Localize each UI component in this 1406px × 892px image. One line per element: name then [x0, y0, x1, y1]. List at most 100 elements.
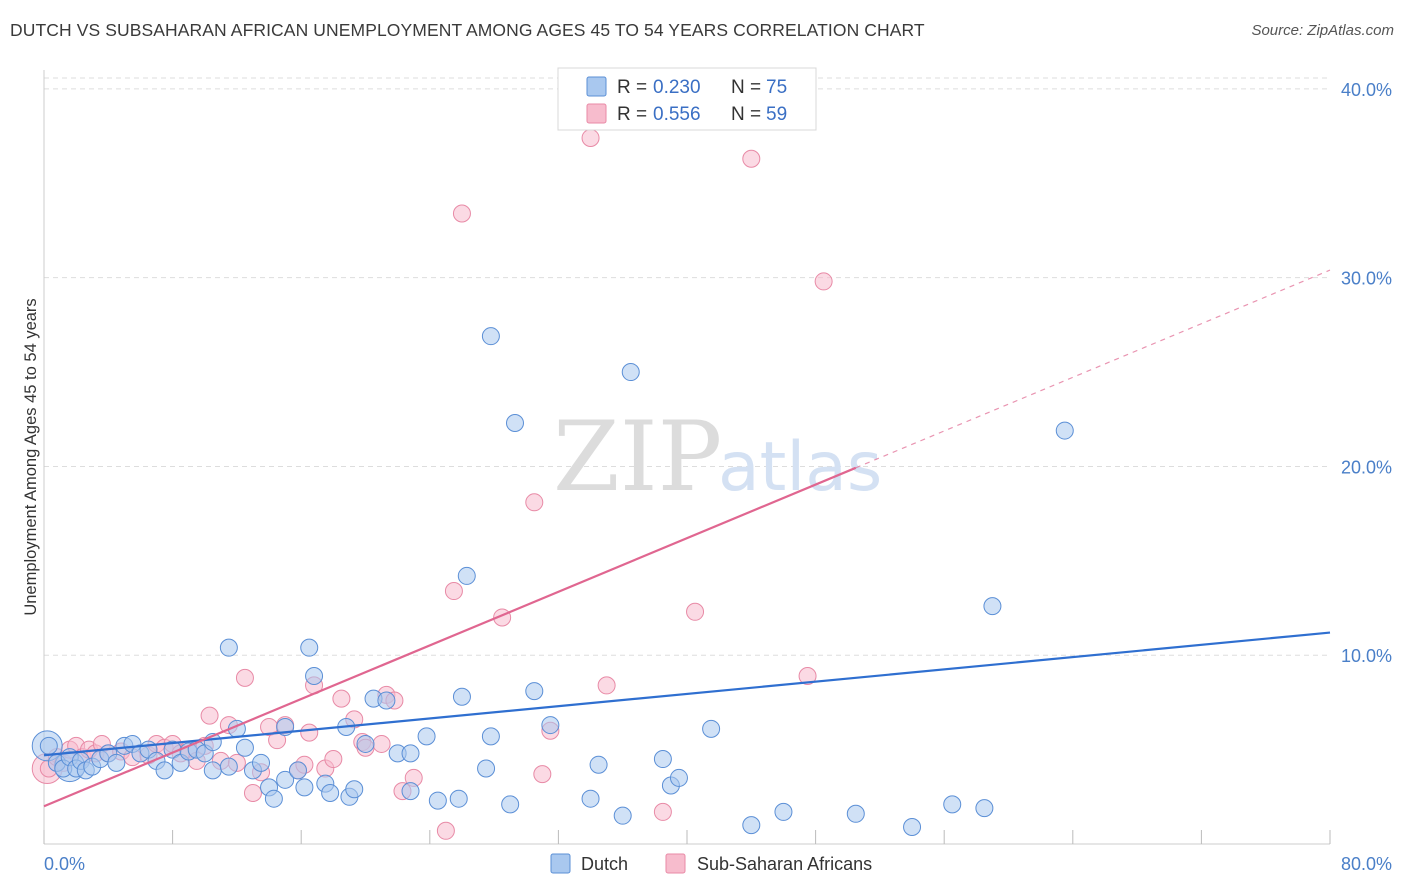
legend-r-label-african: R = — [617, 104, 647, 125]
dutch-point-76 — [1055, 421, 1074, 440]
bottom-legend-swatch-dutch — [550, 853, 571, 874]
grid-lines — [44, 77, 1330, 656]
african-trend-line — [43, 466, 857, 808]
dutch-point-68 — [702, 719, 721, 738]
dutch-point-23 — [203, 761, 222, 780]
dutch-point-47 — [401, 744, 420, 763]
dutch-point-55 — [481, 727, 500, 746]
dutch-point-34 — [288, 761, 307, 780]
x-tick-label-min: 0.0% — [44, 854, 85, 874]
y-tick-label-2: 30.0% — [1341, 269, 1392, 289]
legend: R = 0.230 N = 75 R = 0.556 N = 59 — [557, 67, 817, 131]
dutch-point-45 — [377, 691, 396, 710]
dutch-point-43 — [356, 734, 375, 753]
dutch-point-39 — [321, 784, 340, 803]
african-point-54 — [653, 802, 672, 821]
legend-n-value-african: 59 — [766, 104, 787, 125]
dutch-point-36 — [300, 638, 319, 657]
dutch-point-51 — [449, 789, 468, 808]
watermark: ZIP atlas — [553, 401, 882, 513]
dutch-point-64 — [621, 363, 640, 382]
dutch-point-48 — [401, 782, 420, 801]
dutch-point-52 — [452, 687, 471, 706]
dutch-point-62 — [589, 755, 608, 774]
bottom-legend-swatch-african — [665, 853, 686, 874]
dutch-point-71 — [846, 804, 865, 823]
source-credit: Source: ZipAtlas.com — [1251, 22, 1394, 39]
legend-swatch-dutch — [586, 76, 607, 97]
y-axis-label: Unemployment Among Ages 45 to 54 years — [22, 298, 40, 615]
dutch-point-58 — [505, 414, 524, 433]
y-tick-label-3: 40.0% — [1341, 80, 1392, 100]
african-point-46 — [444, 582, 463, 601]
african-point-40 — [372, 734, 391, 753]
african-point-36 — [332, 689, 351, 708]
chart-title: DUTCH VS SUBSAHARAN AFRICAN UNEMPLOYMENT… — [10, 20, 925, 40]
dutch-point-65 — [653, 750, 672, 769]
x-tick-label-max: 80.0% — [1341, 854, 1392, 874]
legend-n-value-dutch: 75 — [766, 77, 787, 98]
dutch-point-27 — [235, 738, 254, 757]
dutch-point-75 — [983, 597, 1002, 616]
dutch-point-73 — [943, 795, 962, 814]
african-point-50 — [533, 765, 552, 784]
axes — [43, 70, 1331, 845]
dutch-point-31 — [264, 789, 283, 808]
y-tick-labels: 10.0% 20.0% 30.0% 40.0% — [1341, 80, 1392, 666]
dutch-point-42 — [345, 780, 364, 799]
african-point-28 — [268, 731, 287, 750]
dutch-point-53 — [457, 566, 476, 585]
trend-lines — [43, 269, 1331, 808]
bottom-legend-label-dutch: Dutch — [581, 854, 628, 874]
data-points — [31, 128, 1074, 840]
watermark-zip: ZIP — [553, 401, 722, 513]
legend-r-label-dutch: R = — [617, 77, 647, 98]
y-tick-label-1: 20.0% — [1341, 457, 1392, 477]
dutch-point-49 — [417, 727, 436, 746]
african-point-24 — [235, 668, 254, 687]
african-point-57 — [798, 666, 817, 685]
african-point-49 — [525, 493, 544, 512]
african-point-35 — [324, 750, 343, 769]
african-point-56 — [742, 149, 761, 168]
dutch-point-24 — [219, 757, 238, 776]
dutch-point-50 — [428, 791, 447, 810]
dutch-point-0 — [39, 736, 58, 755]
dutch-point-63 — [613, 806, 632, 825]
african-trend-line-extension — [855, 269, 1331, 469]
african-point-52 — [581, 128, 600, 147]
african-point-20 — [200, 706, 219, 725]
legend-n-label-african: N = — [731, 104, 761, 125]
african-point-25 — [243, 784, 262, 803]
bottom-legend-label-african: Sub-Saharan Africans — [697, 854, 872, 874]
legend-r-value-african: 0.556 — [653, 104, 701, 125]
dutch-point-16 — [155, 761, 174, 780]
african-point-55 — [686, 602, 705, 621]
dutch-point-67 — [669, 768, 688, 787]
y-tick-label-0: 10.0% — [1341, 646, 1392, 666]
dutch-point-59 — [525, 682, 544, 701]
dutch-point-69 — [742, 816, 761, 835]
dutch-point-25 — [219, 638, 238, 657]
dutch-trend-line — [43, 631, 1331, 757]
african-point-32 — [300, 723, 319, 742]
african-point-58 — [814, 272, 833, 291]
dutch-point-72 — [903, 818, 922, 837]
dutch-point-61 — [581, 789, 600, 808]
african-point-45 — [436, 821, 455, 840]
axis-labels: Unemployment Among Ages 45 to 54 years 0… — [22, 298, 1392, 874]
bottom-legend: Dutch Sub-Saharan Africans — [550, 853, 872, 874]
legend-n-label-dutch: N = — [731, 77, 761, 98]
dutch-point-70 — [774, 802, 793, 821]
dutch-point-33 — [276, 770, 295, 789]
dutch-point-29 — [252, 753, 271, 772]
dutch-point-60 — [541, 716, 560, 735]
dutch-point-56 — [481, 327, 500, 346]
legend-swatch-african — [586, 103, 607, 124]
african-point-53 — [597, 676, 616, 695]
dutch-point-54 — [477, 759, 496, 778]
african-point-47 — [452, 204, 471, 223]
dutch-point-74 — [975, 799, 994, 818]
dutch-point-37 — [305, 666, 324, 685]
dutch-point-57 — [501, 795, 520, 814]
